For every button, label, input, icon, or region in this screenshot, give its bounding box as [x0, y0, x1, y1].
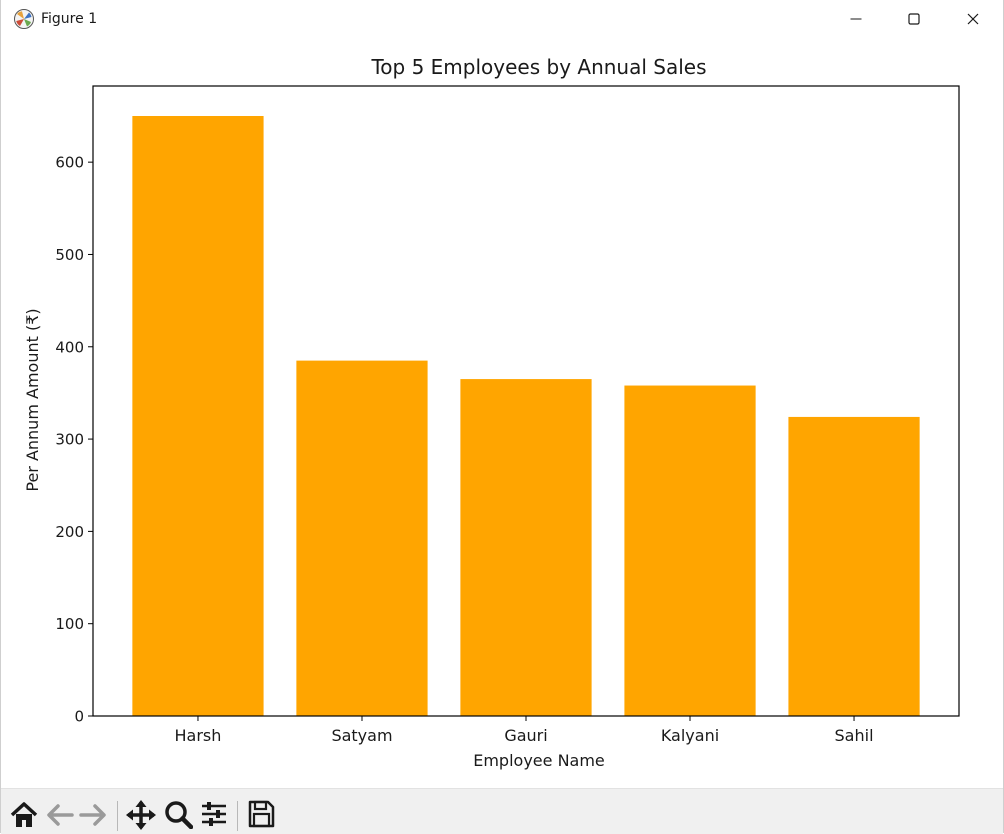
bar-gauri	[460, 379, 592, 716]
toolbar-separator	[117, 801, 118, 831]
bar-satyam	[296, 360, 428, 716]
toolbar-separator	[237, 801, 238, 831]
sliders-icon	[202, 802, 226, 826]
back-button[interactable]	[45, 799, 77, 834]
home-button[interactable]	[9, 799, 41, 834]
y-tick-label: 300	[55, 431, 84, 449]
x-tick-label: Gauri	[504, 726, 547, 745]
home-icon	[10, 802, 38, 827]
zoom-button[interactable]	[163, 799, 195, 834]
maximize-icon	[908, 13, 920, 25]
title-bar[interactable]: Figure 1	[1, 0, 1003, 38]
save-button[interactable]	[246, 799, 278, 834]
move-icon	[126, 800, 156, 830]
y-tick-label: 200	[55, 523, 84, 541]
x-tick-label: Kalyani	[661, 726, 719, 745]
y-tick-label: 600	[55, 154, 84, 172]
y-tick-label: 500	[55, 246, 84, 264]
close-button[interactable]	[944, 0, 1002, 38]
bar-chart: Top 5 Employees by Annual Sales 0 100 200 3…	[23, 55, 960, 770]
configure-subplots-button[interactable]	[199, 799, 231, 834]
y-axis-label: Per Annum Amount (₹)	[23, 308, 42, 491]
x-tick-label: Harsh	[175, 726, 222, 745]
pan-button[interactable]	[125, 799, 157, 834]
bar-harsh	[132, 116, 264, 716]
close-icon	[967, 13, 979, 25]
minimize-icon	[850, 18, 862, 20]
y-tick-label: 0	[74, 708, 84, 726]
back-arrow-icon	[47, 804, 74, 826]
x-axis-label: Employee Name	[473, 751, 605, 770]
zoom-icon	[165, 801, 193, 829]
chart-title: Top 5 Employees by Annual Sales	[370, 55, 706, 79]
save-icon	[248, 800, 275, 828]
x-tick-label: Satyam	[331, 726, 392, 745]
y-tick-label: 100	[55, 615, 84, 633]
bar-kalyani	[624, 385, 756, 716]
x-tick-label: Sahil	[835, 726, 874, 745]
figure-canvas[interactable]: Top 5 Employees by Annual Sales 0 100 200 3…	[1, 38, 1003, 788]
minimize-button[interactable]	[827, 0, 885, 38]
navigation-toolbar	[1, 788, 1003, 834]
matplotlib-icon	[14, 9, 34, 29]
forward-arrow-icon	[79, 804, 106, 826]
forward-button[interactable]	[78, 799, 110, 834]
bar-sahil	[788, 416, 920, 716]
maximize-button[interactable]	[885, 0, 943, 38]
y-tick-label: 400	[55, 338, 84, 356]
window-title: Figure 1	[41, 11, 98, 27]
